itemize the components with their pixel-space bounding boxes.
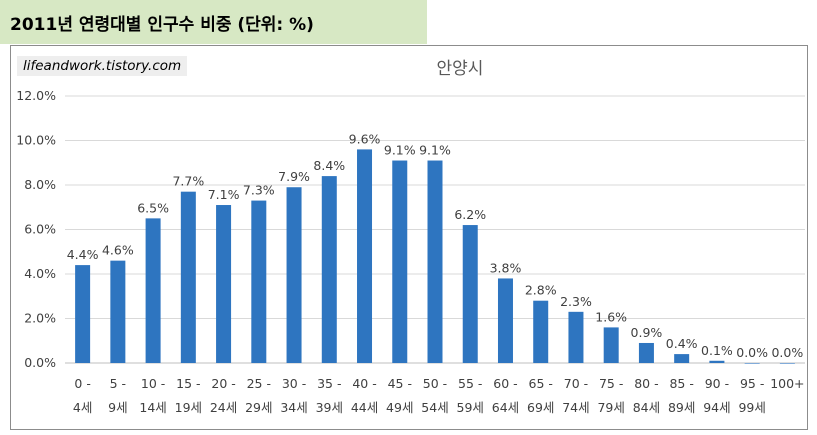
data-label: 0.1%: [701, 343, 733, 358]
x-category-label: 60 -: [493, 376, 517, 391]
data-label: 6.2%: [454, 207, 486, 222]
x-category-label: 64세: [492, 400, 519, 415]
bar: [180, 191, 196, 363]
bar: [709, 360, 725, 363]
x-category-label: 4세: [73, 400, 92, 415]
data-label: 9.1%: [419, 143, 451, 158]
data-label: 0.0%: [736, 345, 768, 360]
data-label: 8.4%: [313, 158, 345, 173]
x-category-label: 10 -: [141, 376, 165, 391]
data-label: 7.7%: [172, 174, 204, 189]
x-axis-labels: 0 - 4세 5 - 9세 10 - 14세 15 - 19세 20 - 24세 25 - 29세 30…: [73, 376, 805, 415]
x-category-label: 69세: [527, 400, 554, 415]
y-tick-label: 8.0%: [24, 177, 56, 192]
x-category-label: 24세: [210, 400, 237, 415]
bar: [603, 327, 619, 363]
x-category-label: 20 -: [211, 376, 235, 391]
y-tick-label: 6.0%: [24, 222, 56, 237]
bar: [216, 205, 232, 363]
bar: [286, 187, 302, 363]
x-category-label: 15 -: [176, 376, 200, 391]
x-category-label: 85 -: [669, 376, 693, 391]
x-category-label: 54세: [421, 400, 448, 415]
bar: [251, 200, 267, 363]
x-category-label: 19세: [175, 400, 202, 415]
x-category-label: 55 -: [458, 376, 482, 391]
x-category-label: 14세: [139, 400, 166, 415]
bar: [568, 311, 584, 363]
x-category-label: 59세: [457, 400, 484, 415]
data-label: 0.4%: [666, 336, 698, 351]
x-category-label: 74세: [562, 400, 589, 415]
bar: [145, 218, 161, 363]
bar: [533, 300, 549, 363]
x-category-label: 70 -: [564, 376, 588, 391]
x-category-label: 99세: [738, 400, 765, 415]
y-tick-label: 2.0%: [24, 311, 56, 326]
x-category-label: 100+: [770, 376, 804, 391]
bar: [75, 265, 91, 363]
bar: [462, 225, 478, 363]
bar: [321, 176, 337, 363]
x-category-label: 35 -: [317, 376, 341, 391]
data-label: 2.3%: [560, 294, 592, 309]
x-category-label: 29세: [245, 400, 272, 415]
x-category-label: 44세: [351, 400, 378, 415]
y-tick-label: 10.0%: [16, 133, 56, 148]
data-label: 4.4%: [67, 247, 99, 262]
bar: [638, 342, 654, 363]
x-category-label: 25 -: [247, 376, 271, 391]
bar: [427, 160, 443, 363]
x-category-label: 90 -: [705, 376, 729, 391]
bar: [674, 354, 690, 363]
data-label: 3.8%: [490, 260, 522, 275]
x-category-label: 65 -: [529, 376, 553, 391]
x-category-label: 34세: [280, 400, 307, 415]
x-category-label: 79세: [597, 400, 624, 415]
x-category-label: 49세: [386, 400, 413, 415]
watermark: lifeandwork.tistory.com: [17, 56, 188, 76]
x-category-label: 45 -: [388, 376, 412, 391]
x-category-label: 94세: [703, 400, 730, 415]
bars: [75, 149, 795, 364]
x-category-label: 30 -: [282, 376, 306, 391]
data-label: 4.6%: [102, 243, 134, 258]
data-label: 9.1%: [384, 143, 416, 158]
data-label: 0.0%: [771, 345, 803, 360]
x-category-label: 0 -: [74, 376, 90, 391]
x-category-label: 95 -: [740, 376, 764, 391]
x-category-label: 9세: [108, 400, 127, 415]
data-label: 6.5%: [137, 200, 169, 215]
data-label: 9.6%: [349, 131, 381, 146]
data-label: 7.9%: [278, 169, 310, 184]
y-tick-label: 0.0%: [24, 355, 56, 370]
bar: [110, 260, 126, 363]
y-tick-label: 12.0%: [16, 88, 56, 103]
bar: [497, 278, 513, 363]
chart-title: 안양시: [437, 59, 484, 79]
x-category-label: 40 -: [352, 376, 376, 391]
data-label: 7.3%: [243, 183, 275, 198]
data-label: 7.1%: [208, 187, 240, 202]
x-category-label: 39세: [316, 400, 343, 415]
chart-frame: [10, 45, 808, 430]
x-category-label: 75 -: [599, 376, 623, 391]
data-labels: 4.4% 4.6%6.5%7.7%7.1% 7.3%7.9%8.4%9.6%9.1%…: [67, 131, 804, 360]
data-label: 0.9%: [631, 325, 663, 340]
data-label: 2.8%: [525, 283, 557, 298]
data-label: 1.6%: [595, 309, 627, 324]
x-category-label: 84세: [633, 400, 660, 415]
bar: [744, 363, 760, 364]
y-axis-ticks: 0.0% 2.0% 4.0% 6.0% 8.0% 10.0% 12.0%: [16, 88, 56, 370]
x-category-label: 89세: [668, 400, 695, 415]
page-heading: 2011년 연령대별 인구수 비중 (단위: %): [0, 0, 427, 44]
bar: [779, 363, 795, 364]
x-category-label: 5 -: [110, 376, 126, 391]
x-category-label: 50 -: [423, 376, 447, 391]
bar: [357, 149, 373, 363]
bar: [392, 160, 408, 363]
y-tick-label: 4.0%: [24, 266, 56, 281]
x-category-label: 80 -: [634, 376, 658, 391]
